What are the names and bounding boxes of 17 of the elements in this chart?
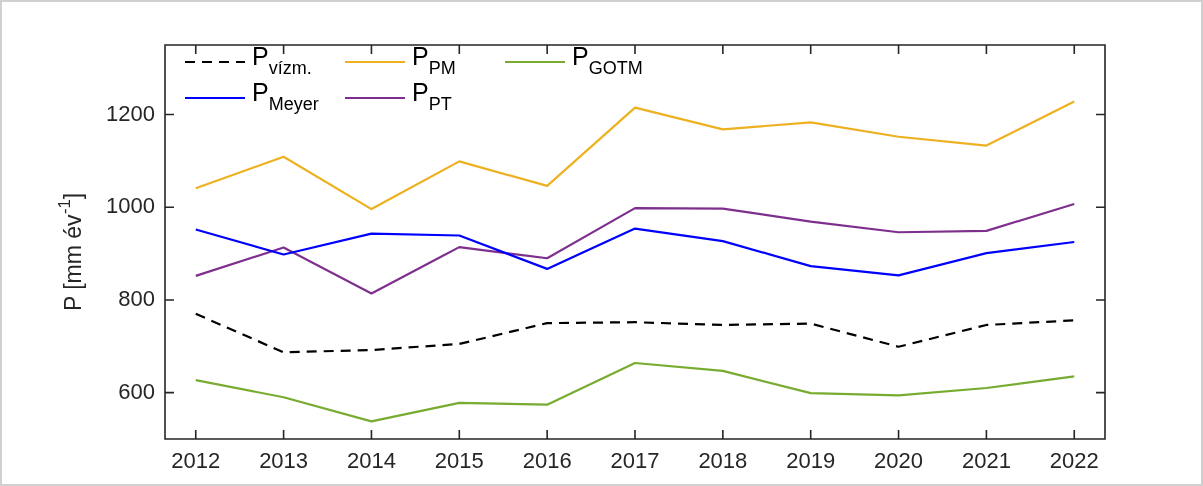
x-tick-label: 2022	[1049, 448, 1099, 474]
y-axis-title: P [mm év-1]	[55, 192, 87, 312]
x-tick-label: 2015	[434, 448, 484, 474]
x-tick-label: 2018	[698, 448, 748, 474]
x-tick-label: 2012	[171, 448, 221, 474]
x-tick-label: 2013	[259, 448, 309, 474]
line-series	[194, 312, 1076, 354]
y-tick-label: 800	[118, 286, 155, 311]
x-tick-label: 2016	[522, 448, 572, 474]
y-tick-label: 1000	[106, 193, 155, 219]
x-tick-label: 2019	[786, 448, 836, 474]
x-tick-label: 2017	[610, 448, 660, 474]
y-tick-label: 600	[118, 378, 155, 404]
x-tick-label: 2014	[346, 448, 396, 474]
x-tick-label: 2021	[961, 448, 1011, 474]
y-tick-label: 1200	[106, 100, 155, 126]
x-tick-label: 2020	[874, 448, 924, 474]
